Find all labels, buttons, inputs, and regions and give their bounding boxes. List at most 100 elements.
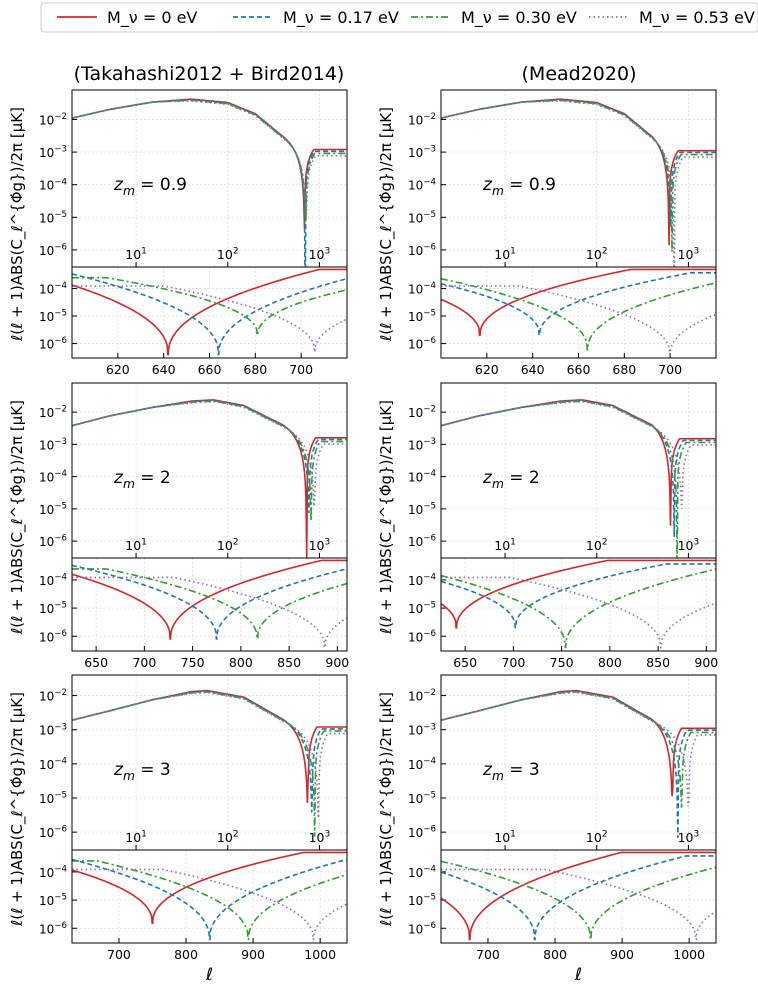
panel-0-1: 10−6 10−5 10−4 10−3 10−2 101 102 103 zm = 0.9 10−…: [377, 89, 717, 377]
xtick-label: 101: [494, 246, 516, 262]
xtick-label: 102: [586, 829, 608, 845]
series-line: [441, 576, 716, 649]
series-line: [72, 568, 347, 640]
y-axis-label: ℓ(ℓ + 1)ABS(C_ℓ^{Φ̇g})/2π [μK]: [377, 107, 396, 342]
xtick-label: 650: [453, 655, 477, 670]
series-line: [72, 576, 347, 649]
ytick-label: 10−6: [39, 921, 67, 936]
series-line: [441, 851, 716, 941]
ytick-label: 10−2: [39, 112, 67, 127]
series-line: [72, 868, 347, 941]
ytick-label: 10−5: [408, 309, 436, 324]
ytick-label: 10−6: [39, 534, 67, 549]
ytick-label: 10−3: [408, 145, 436, 160]
series-line: [441, 268, 716, 337]
xtick-label: 660: [198, 362, 222, 377]
ytick-label: 10−5: [408, 601, 436, 616]
series-line: [72, 851, 347, 925]
ytick-label: 10−6: [408, 629, 436, 644]
xtick-label: 101: [494, 537, 516, 553]
xtick-label: 650: [84, 655, 108, 670]
ytick-label: 10−3: [408, 722, 436, 737]
ytick-label: 10−2: [39, 688, 67, 703]
xtick-label: 1000: [673, 947, 705, 962]
series-line: [72, 285, 347, 353]
ytick-label: 10−4: [408, 177, 436, 192]
ytick-label: 10−5: [39, 791, 67, 806]
panel-annotation: zm = 3: [113, 760, 171, 783]
ytick-label: 10−5: [408, 791, 436, 806]
xtick-label: 640: [521, 362, 545, 377]
xtick-label: 101: [125, 537, 147, 553]
xtick-label: 800: [543, 947, 567, 962]
ytick-label: 10−6: [408, 825, 436, 840]
ytick-label: 10−6: [39, 629, 67, 644]
xtick-label: 103: [309, 537, 331, 553]
ytick-label: 10−5: [408, 210, 436, 225]
xtick-label: 850: [277, 655, 301, 670]
ytick-label: 10−4: [408, 865, 436, 880]
column-title-left: (Takahashi2012 + Bird2014): [74, 63, 345, 85]
xtick-label: 700: [132, 655, 156, 670]
ytick-label: 10−4: [39, 177, 67, 192]
panel-2-1: 10−6 10−5 10−4 10−3 10−2 101 102 103 zm = 3 10−6 1…: [377, 674, 717, 985]
panels: 10−6 10−5 10−4 10−3 10−2 101 102 103 zm = 0.9 10−…: [8, 89, 718, 985]
series-line: [72, 691, 347, 819]
xtick-label: 900: [325, 655, 349, 670]
ytick-label: 10−5: [408, 893, 436, 908]
xtick-label: 102: [217, 246, 239, 262]
ytick-label: 10−5: [39, 501, 67, 516]
panel-2-0: 10−6 10−5 10−4 10−3 10−2 101 102 103 zm = 3 10−6 1…: [8, 674, 348, 985]
panel-annotation: zm = 2: [113, 468, 171, 491]
ytick-label: 10−3: [39, 437, 67, 452]
ytick-label: 10−2: [408, 405, 436, 420]
axes-frame: [71, 849, 348, 944]
ytick-label: 10−2: [408, 112, 436, 127]
xtick-label: 800: [598, 655, 622, 670]
panel-annotation: zm = 0.9: [113, 175, 187, 198]
series-line: [72, 860, 347, 941]
xtick-label: 1000: [304, 947, 336, 962]
ytick-label: 10−3: [408, 437, 436, 452]
ytick-label: 10−4: [39, 573, 67, 588]
ytick-label: 10−5: [39, 210, 67, 225]
ytick-label: 10−6: [39, 825, 67, 840]
xtick-label: 102: [586, 246, 608, 262]
xtick-label: 620: [475, 362, 499, 377]
ytick-label: 10−5: [39, 309, 67, 324]
y-axis-label: ℓ(ℓ + 1)ABS(C_ℓ^{Φ̇g})/2π [μK]: [8, 107, 27, 342]
axes-frame: [440, 557, 717, 652]
y-axis-label: ℓ(ℓ + 1)ABS(C_ℓ^{Φ̇g})/2π [μK]: [8, 692, 27, 927]
xtick-label: 101: [494, 829, 516, 845]
xtick-label: 103: [309, 246, 331, 262]
xtick-label: 103: [309, 829, 331, 845]
legend-label: M_ν = 0.17 eV: [283, 8, 399, 28]
series-line: [72, 400, 347, 522]
xtick-label: 900: [610, 947, 634, 962]
panel-annotation: zm = 3: [482, 760, 540, 783]
series-line: [441, 272, 716, 337]
xtick-label: 800: [229, 655, 253, 670]
series-line: [441, 855, 716, 941]
series-line: [441, 277, 716, 351]
xtick-label: 101: [125, 829, 147, 845]
xtick-label: 700: [289, 362, 313, 377]
xtick-label: 900: [694, 655, 718, 670]
ytick-label: 10−6: [408, 921, 436, 936]
xtick-label: 680: [612, 362, 636, 377]
ytick-label: 10−4: [39, 865, 67, 880]
ytick-label: 10−4: [408, 469, 436, 484]
xtick-label: 103: [678, 829, 700, 845]
series-line: [72, 268, 347, 356]
series-line: [72, 564, 347, 640]
xtick-label: 700: [501, 655, 525, 670]
legend: M_ν = 0 eV M_ν = 0.17 eV M_ν = 0.30 eV M_ν …: [40, 2, 758, 33]
ytick-label: 10−5: [39, 893, 67, 908]
legend-label: M_ν = 0 eV: [107, 8, 197, 28]
series-line: [72, 276, 347, 337]
series-line: [441, 689, 716, 797]
x-axis-label: ℓ: [574, 965, 582, 985]
panel-annotation: zm = 2: [482, 468, 540, 491]
series-line: [72, 400, 347, 507]
series-line: [441, 691, 716, 807]
